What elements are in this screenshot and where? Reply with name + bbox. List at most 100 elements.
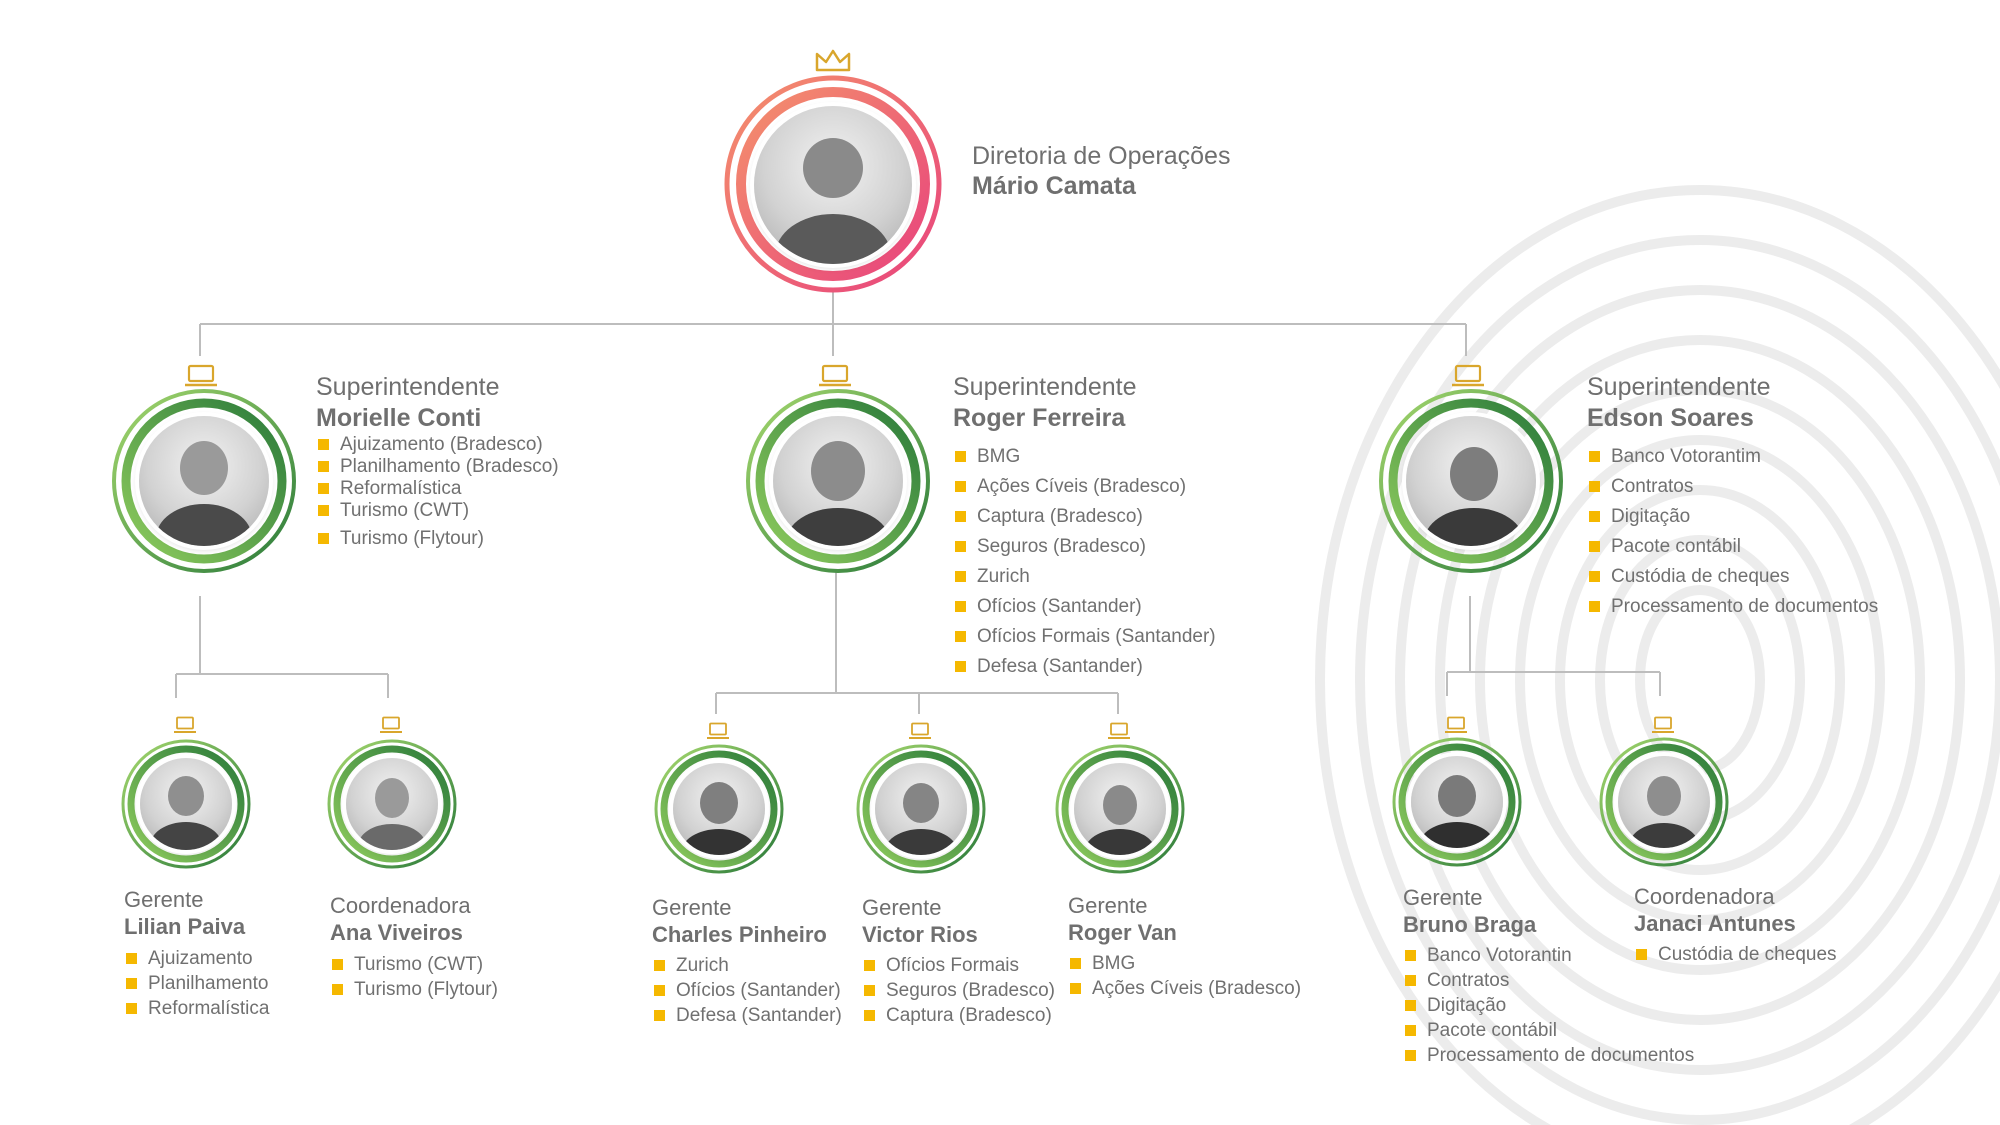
superintendent-ring (112, 389, 296, 573)
list-item: Turismo (CWT) (332, 952, 498, 977)
responsibility-list: Ofícios Formais Seguros (Bradesco) Captu… (864, 953, 1055, 1028)
responsibility-list: Zurich Ofícios (Santander) Defesa (Santa… (654, 953, 842, 1028)
report-name: Bruno Braga (1403, 912, 1537, 937)
list-item: Custódia de cheques (1636, 942, 1837, 967)
superintendent-role: Superintendente (316, 373, 500, 401)
list-item: Contratos (1589, 472, 1878, 502)
laptop-icon (1444, 716, 1468, 739)
list-item: Contratos (1405, 968, 1694, 993)
report-name: Roger Van (1068, 920, 1177, 945)
avatar (1406, 416, 1536, 546)
report-role: Gerente (1403, 885, 1483, 910)
list-item: Planilhamento (Bradesco) (318, 456, 559, 478)
report-role: Gerente (652, 895, 732, 920)
list-item: Ações Cíveis (Bradesco) (955, 472, 1216, 502)
list-item: Ofícios (Santander) (955, 592, 1216, 622)
list-item: Digitação (1405, 993, 1694, 1018)
list-item: Turismo (Flytour) (318, 528, 559, 550)
list-item: Defesa (Santander) (955, 652, 1216, 682)
report-name: Janaci Antunes (1634, 911, 1796, 936)
responsibility-list: Banco Votorantin Contratos Digitação Pac… (1405, 943, 1694, 1068)
laptop-icon (706, 722, 730, 745)
list-item: Ajuizamento (Bradesco) (318, 434, 559, 456)
avatar (346, 758, 438, 850)
list-item: Pacote contábil (1589, 532, 1878, 562)
avatar (1411, 756, 1503, 848)
report-ring (1599, 737, 1729, 867)
list-item: Ofícios Formais (Santander) (955, 622, 1216, 652)
list-item: Seguros (Bradesco) (955, 532, 1216, 562)
list-item: Zurich (654, 953, 842, 978)
avatar (673, 763, 765, 855)
list-item: Reformalística (318, 478, 559, 500)
avatar (1618, 756, 1710, 848)
report-role: Gerente (1068, 893, 1148, 918)
list-item: BMG (955, 442, 1216, 472)
laptop-icon (173, 716, 197, 739)
superintendent-role: Superintendente (1587, 373, 1771, 401)
responsibility-list: BMG Ações Cíveis (Bradesco) Captura (Bra… (955, 442, 1216, 682)
laptop-icon (1451, 364, 1485, 393)
director-ring (724, 75, 942, 293)
report-ring (654, 744, 784, 874)
list-item: Seguros (Bradesco) (864, 978, 1055, 1003)
report-name: Ana Viveiros (330, 920, 463, 945)
report-name: Lilian Paiva (124, 914, 246, 939)
crown-icon (815, 48, 851, 79)
list-item: Turismo (Flytour) (332, 977, 498, 1002)
avatar (139, 416, 269, 546)
report-name: Victor Rios (862, 922, 978, 947)
report-ring (856, 744, 986, 874)
responsibility-list: Banco Votorantim Contratos Digitação Pac… (1589, 442, 1878, 622)
director-role: Diretoria de Operações (972, 142, 1231, 170)
responsibility-list: Ajuizamento (Bradesco) Planilhamento (Br… (318, 434, 559, 550)
superintendent-role: Superintendente (953, 373, 1137, 401)
laptop-icon (379, 716, 403, 739)
superintendent-ring (746, 389, 930, 573)
responsibility-list: Ajuizamento Planilhamento Reformalística (126, 946, 269, 1021)
list-item: Custódia de cheques (1589, 562, 1878, 592)
report-ring (1392, 737, 1522, 867)
laptop-icon (1651, 716, 1675, 739)
avatar (754, 106, 912, 264)
list-item: Ações Cíveis (Bradesco) (1070, 976, 1301, 1001)
responsibility-list: Turismo (CWT) Turismo (Flytour) (332, 952, 498, 1002)
list-item: Ajuizamento (126, 946, 269, 971)
list-item: Defesa (Santander) (654, 1003, 842, 1028)
report-name: Charles Pinheiro (652, 922, 827, 947)
report-ring (1055, 744, 1185, 874)
superintendent-name: Morielle Conti (316, 404, 482, 432)
list-item: Ofícios (Santander) (654, 978, 842, 1003)
avatar (1074, 763, 1166, 855)
list-item: Banco Votorantim (1589, 442, 1878, 472)
director-name: Mário Camata (972, 172, 1136, 200)
list-item: Captura (Bradesco) (955, 502, 1216, 532)
report-ring (327, 739, 457, 869)
laptop-icon (184, 364, 218, 393)
list-item: Ofícios Formais (864, 953, 1055, 978)
report-role: Coordenadora (330, 893, 471, 918)
report-role: Coordenadora (1634, 884, 1775, 909)
list-item: Captura (Bradesco) (864, 1003, 1055, 1028)
list-item: Digitação (1589, 502, 1878, 532)
report-role: Gerente (124, 887, 204, 912)
avatar (875, 763, 967, 855)
list-item: Processamento de documentos (1589, 592, 1878, 622)
list-item: Turismo (CWT) (318, 500, 559, 522)
laptop-icon (1107, 722, 1131, 745)
avatar (773, 416, 903, 546)
list-item: Banco Votorantin (1405, 943, 1694, 968)
report-role: Gerente (862, 895, 942, 920)
superintendent-ring (1379, 389, 1563, 573)
responsibility-list: BMG Ações Cíveis (Bradesco) (1070, 951, 1301, 1001)
list-item: BMG (1070, 951, 1301, 976)
report-ring (121, 739, 251, 869)
list-item: Zurich (955, 562, 1216, 592)
superintendent-name: Roger Ferreira (953, 404, 1126, 432)
superintendent-name: Edson Soares (1587, 404, 1754, 432)
avatar (140, 758, 232, 850)
list-item: Processamento de documentos (1405, 1043, 1694, 1068)
list-item: Reformalística (126, 996, 269, 1021)
